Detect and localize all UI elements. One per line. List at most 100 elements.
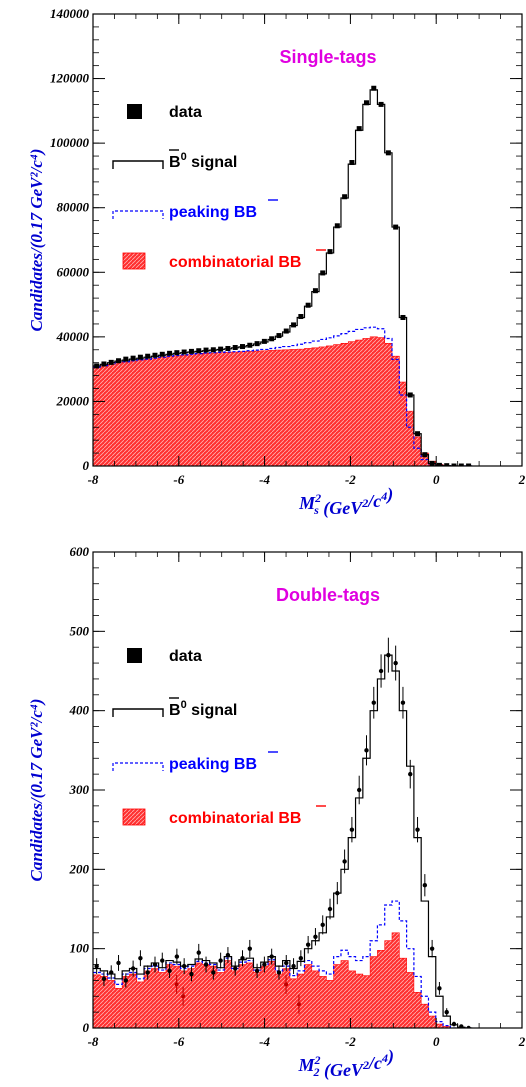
legend-combinatorial-marker <box>122 808 146 826</box>
data-point <box>444 463 450 466</box>
data-point <box>298 955 304 961</box>
x-axis: -8 -6 -4 -2 0 2 <box>88 14 526 487</box>
data-point <box>167 350 173 356</box>
data-points <box>94 637 471 1028</box>
y-tick-label: 0 <box>83 1020 90 1035</box>
y-tick-label: 600 <box>70 544 90 559</box>
data-point <box>94 963 99 969</box>
data-point <box>116 960 121 966</box>
data-point <box>371 85 377 91</box>
data-point <box>240 344 246 350</box>
data-point <box>225 345 231 351</box>
data-point <box>254 341 260 347</box>
data-point <box>393 660 398 666</box>
data-point <box>174 350 180 356</box>
data-point <box>269 336 275 342</box>
x-tick-label: -4 <box>259 472 270 487</box>
x-tick-label: 2 <box>518 1034 526 1049</box>
data-point <box>262 962 267 967</box>
data-point <box>407 392 413 398</box>
data-point <box>437 986 442 991</box>
x-tick-label: 0 <box>433 472 440 487</box>
data-point <box>342 859 347 864</box>
data-point <box>196 950 201 955</box>
data-point <box>283 328 289 334</box>
data-point <box>400 314 406 320</box>
data-point <box>211 970 216 975</box>
x-tick-label: -8 <box>88 472 99 487</box>
legend-data-label: data <box>169 104 202 121</box>
data-point <box>152 962 158 967</box>
data-point <box>247 342 253 348</box>
y-tick-label: 80000 <box>57 200 90 215</box>
legend-peaking-label: peaking BB <box>169 204 257 221</box>
data-point <box>174 982 179 987</box>
data-point <box>276 970 282 975</box>
legend-peaking-marker <box>112 762 164 771</box>
legend-signal-marker <box>112 160 164 169</box>
data-point <box>218 346 224 352</box>
signal-histogram <box>93 654 473 1028</box>
data-point <box>159 351 165 357</box>
data-point <box>138 955 143 961</box>
data-point <box>393 224 399 230</box>
y-tick-label: 0 <box>83 458 90 473</box>
x-tick-label: 2 <box>518 472 526 487</box>
data-point <box>181 994 186 999</box>
combinatorial-histogram <box>93 336 473 466</box>
x-tick-label: 0 <box>433 1034 440 1049</box>
y-tick-label: 300 <box>69 782 90 797</box>
y-axis-title: Candidates/(0.17 GeV²/c⁴) <box>27 149 46 332</box>
legend-signal-label: B0 signal <box>169 151 237 171</box>
x-tick-label: -2 <box>345 472 356 487</box>
data-point <box>415 827 420 832</box>
x-axis: -8 -6 -4 -2 0 2 <box>88 552 526 1049</box>
data-point <box>386 652 391 658</box>
data-point <box>196 348 202 354</box>
data-point <box>349 827 355 832</box>
data-point <box>218 958 223 963</box>
y-tick-label: 140000 <box>50 6 90 21</box>
data-point <box>334 223 340 229</box>
data-point <box>276 333 282 339</box>
data-point <box>101 361 107 367</box>
data-point <box>116 358 122 364</box>
data-point <box>422 452 428 458</box>
data-point <box>130 355 136 361</box>
data-point <box>145 353 151 359</box>
data-point <box>284 982 289 987</box>
data-point <box>356 126 362 132</box>
data-point <box>181 349 187 355</box>
y-tick-label: 200 <box>69 861 90 876</box>
data-point <box>400 700 406 705</box>
data-point <box>174 954 180 959</box>
data-points <box>94 85 472 466</box>
x-axis-title: M2 s (GeV2/c4) <box>298 484 393 519</box>
x-tick-label: -6 <box>173 1034 184 1049</box>
data-point <box>408 771 413 777</box>
panel-title: Double-tags <box>276 585 380 605</box>
data-point <box>342 194 348 200</box>
y-tick-label: 500 <box>70 623 90 638</box>
data-point <box>415 431 421 437</box>
data-point <box>94 363 100 369</box>
data-point <box>335 890 340 896</box>
legend-data-label: data <box>169 648 202 665</box>
data-point <box>269 954 274 959</box>
data-point <box>327 249 333 255</box>
data-point <box>210 347 216 353</box>
data-point <box>130 966 136 971</box>
data-point <box>305 942 311 947</box>
y-axis-title: Candidates/(0.17 GeV²/c⁴) <box>27 699 46 882</box>
data-point <box>291 322 297 328</box>
x-tick-label: -2 <box>345 1034 356 1049</box>
data-point <box>291 963 296 969</box>
combinatorial-histogram <box>93 932 473 1028</box>
data-point <box>451 463 457 466</box>
data-point <box>444 1009 449 1015</box>
y-axis: 0 20000 40000 60000 80000 100000 120000 140000 <box>50 6 522 473</box>
legend-signal-label: B0 signal <box>169 699 237 719</box>
data-point <box>422 883 428 888</box>
data-point <box>363 100 369 106</box>
